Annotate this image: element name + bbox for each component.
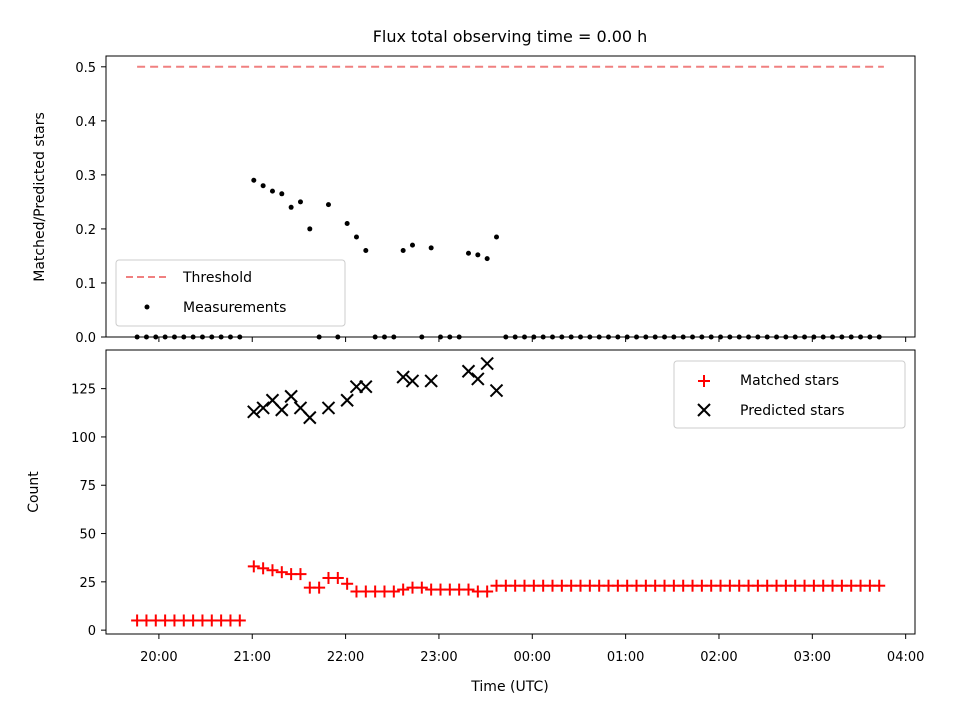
top-panel-frame: [105, 55, 916, 338]
measurement-point: [251, 177, 257, 183]
predicted-star-point: [424, 374, 438, 388]
predicted-star-point: [359, 380, 373, 394]
matched-star-point: [275, 566, 288, 579]
x-tick-label: 03:00: [794, 650, 831, 665]
matched-star-point: [415, 581, 428, 594]
top-panel: 0.0 0.1 0.2 0.3 0.4 0.5 Matched/Predicted sta…: [32, 55, 916, 346]
top-y-tick-label: 0.3: [75, 169, 96, 184]
top-y-tick-label: 0.1: [75, 277, 96, 292]
matched-star-point: [294, 568, 307, 581]
top-legend-box: [115, 259, 346, 327]
predicted-star-point: [321, 401, 336, 415]
matched-star-point: [331, 571, 344, 584]
legend-matched-label: Matched stars: [740, 373, 839, 389]
predicted-star-point: [340, 393, 354, 407]
legend-predicted-swatch: [697, 403, 711, 417]
matched-star-point: [266, 564, 279, 577]
bottom-x-ticks: 20:00 21:00 22:00 23:00 00:00 01:00 02:00 03:00…: [140, 634, 924, 665]
bottom-legend: Matched stars Predicted stars: [673, 360, 906, 429]
measurement-point: [484, 256, 490, 262]
figure-title: Flux total observing time = 0.00 h: [373, 27, 648, 46]
predicted-star-point: [275, 403, 289, 417]
bottom-panel: 0 25 50 75 100 125 20:00 21:00 22:00 23:00 00:00 0…: [26, 349, 924, 665]
predicted-star-point: [284, 389, 298, 404]
legend-predicted-label: Predicted stars: [740, 403, 845, 419]
x-tick-label: 01:00: [607, 650, 644, 665]
bottom-y-tick-label: 75: [79, 479, 96, 494]
x-tick-label: 20:00: [140, 650, 177, 665]
matched-star-point: [462, 583, 475, 596]
x-tick-label: 00:00: [514, 650, 551, 665]
bottom-y-tick-label: 0: [88, 624, 96, 639]
predicted-star-point: [256, 401, 270, 415]
matched-star-point: [247, 560, 260, 573]
predicted-star-point: [489, 383, 504, 398]
top-y-tick-label: 0.4: [75, 115, 96, 130]
measurement-point: [279, 191, 285, 197]
measurement-point: [288, 204, 294, 210]
measurement-point: [325, 202, 331, 208]
predicted-star-point: [405, 374, 420, 388]
bottom-y-tick-label: 25: [79, 576, 96, 591]
predicted-star-point: [461, 364, 476, 378]
legend-measurements-swatch: [144, 304, 150, 310]
bottom-data-layer: [131, 356, 886, 627]
legend-matched-swatch: [698, 375, 710, 387]
predicted-star-point: [303, 410, 317, 425]
measurement-point: [363, 248, 369, 254]
x-tick-label: 02:00: [700, 650, 737, 665]
measurement-point: [297, 199, 303, 205]
bottom-y-tick-label: 100: [71, 431, 96, 446]
matched-star-point: [397, 583, 410, 596]
matched-star-point: [341, 577, 354, 590]
bottom-panel-frame: [105, 349, 916, 635]
measurement-point: [353, 234, 359, 240]
top-legend: Threshold Measurements: [115, 259, 346, 327]
bottom-legend-box: [673, 360, 906, 429]
measurement-point: [409, 242, 415, 248]
bottom-y-ticks: 0 25 50 75 100 125: [71, 383, 106, 639]
x-axis-label: Time (UTC): [470, 679, 548, 695]
top-y-tick-label: 0.2: [75, 223, 96, 238]
predicted-star-point: [396, 370, 410, 384]
x-tick-label: 23:00: [420, 650, 457, 665]
measurement-point: [307, 226, 313, 232]
predicted-star-point: [471, 372, 485, 386]
matched-star-point: [481, 585, 494, 598]
measurement-point: [475, 252, 481, 258]
measurement-point: [400, 248, 406, 254]
matched-star-point: [257, 562, 270, 575]
bottom-y-axis-label: Count: [26, 471, 42, 513]
top-y-ticks: 0.0 0.1 0.2 0.3 0.4 0.5: [75, 61, 106, 346]
legend-measurements-label: Measurements: [183, 300, 286, 316]
x-tick-label: 04:00: [887, 650, 924, 665]
bottom-y-tick-label: 50: [79, 528, 96, 543]
measurement-point: [269, 188, 275, 194]
matched-star-point: [233, 614, 246, 627]
matched-star-point: [387, 585, 400, 598]
top-y-axis-label: Matched/Predicted stars: [32, 112, 48, 282]
top-data-layer: [134, 65, 884, 340]
matched-star-point: [313, 581, 326, 594]
bottom-y-tick-label: 125: [71, 383, 96, 398]
top-y-tick-label: 0.5: [75, 61, 96, 76]
measurement-point: [344, 221, 350, 227]
legend-threshold-label: Threshold: [182, 270, 252, 286]
top-y-tick-label: 0.0: [75, 331, 96, 346]
measurement-point: [260, 183, 266, 189]
predicted-star-point: [480, 356, 494, 371]
x-tick-label: 21:00: [234, 650, 271, 665]
top-x-ticks: [158, 337, 907, 342]
matched-star-point: [873, 579, 886, 592]
measurement-point: [465, 250, 471, 256]
measurement-point: [493, 234, 499, 240]
x-tick-label: 22:00: [327, 650, 364, 665]
predicted-star-point: [247, 405, 261, 419]
measurement-point: [428, 245, 434, 251]
